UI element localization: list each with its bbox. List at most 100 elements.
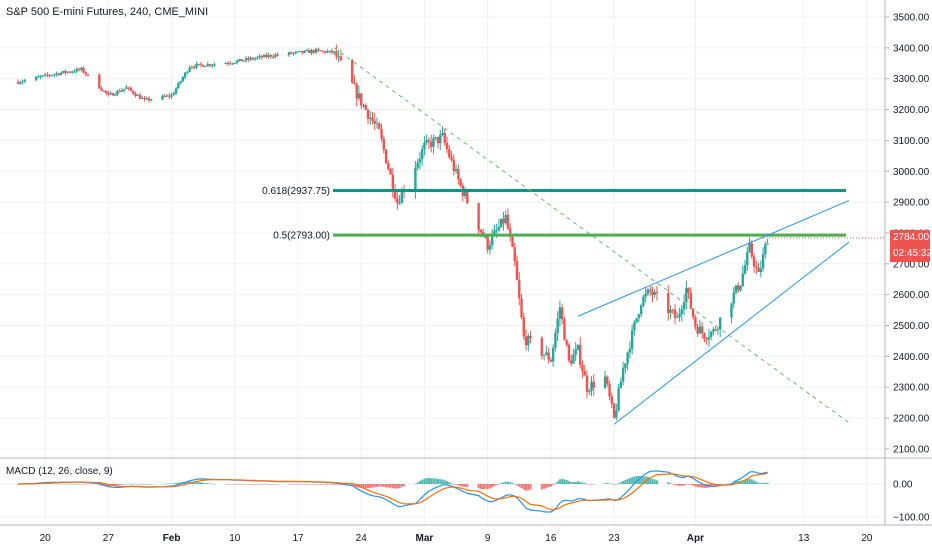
macd-histogram-bar	[502, 482, 505, 484]
candle-body	[109, 93, 112, 95]
macd-histogram-bar	[353, 484, 356, 487]
macd-histogram-bar	[163, 483, 166, 485]
candle-body	[612, 403, 616, 418]
candle-body	[479, 229, 483, 233]
macd-histogram-bar	[689, 484, 692, 485]
candle-body	[57, 73, 60, 75]
y-tick-label: 2600.00	[893, 290, 930, 301]
candle-body	[34, 76, 38, 81]
macd-histogram-bar	[376, 484, 379, 487]
candle-body	[502, 218, 505, 224]
macd-histogram-bar	[195, 481, 198, 484]
macd-histogram-bar	[579, 481, 582, 484]
candle-body	[366, 109, 370, 119]
candle-body	[396, 198, 399, 204]
macd-line	[18, 470, 768, 513]
x-tick-label: 27	[103, 533, 115, 544]
macd-histogram-bar	[734, 481, 737, 484]
macd-histogram-bar	[366, 484, 369, 489]
candle-body	[113, 94, 117, 96]
macd-histogram-bar	[249, 484, 252, 485]
candle-body	[583, 371, 586, 376]
candle-body	[757, 267, 760, 273]
candle-body	[716, 329, 720, 331]
macd-histogram-bar	[678, 484, 681, 486]
candle-body	[211, 64, 214, 66]
candle-body	[310, 50, 313, 54]
candle-body	[443, 133, 446, 143]
candle-body	[454, 169, 458, 172]
macd-histogram-bar	[301, 484, 304, 485]
macd-histogram-bar	[143, 484, 146, 485]
candle-body	[761, 254, 765, 269]
macd-histogram-bar	[136, 484, 139, 485]
candle-body	[364, 104, 367, 110]
candle-body	[549, 359, 553, 362]
candle-body	[231, 63, 234, 65]
macd-histogram-bar	[414, 483, 417, 485]
candle-body	[147, 98, 151, 101]
macd-histogram-bar	[547, 484, 550, 488]
candle-body	[52, 74, 56, 76]
candle-body	[375, 123, 379, 125]
macd-histogram-bar	[448, 482, 451, 484]
x-tick-label: Apr	[687, 533, 704, 544]
candle-body	[301, 50, 304, 53]
candle-body	[174, 88, 178, 94]
macd-histogram-bar	[193, 481, 196, 484]
candle-body	[707, 336, 711, 340]
macd-histogram-bar	[251, 484, 254, 485]
macd-histogram-bar	[73, 483, 76, 485]
macd-histogram-bar	[208, 483, 211, 484]
macd-histogram-bar	[364, 484, 367, 489]
candle-body	[527, 335, 530, 346]
candle-body	[581, 364, 584, 372]
candle-body	[59, 72, 63, 75]
signal-line	[18, 472, 768, 511]
candle-body	[739, 285, 742, 291]
macd-histogram-bar	[755, 481, 758, 484]
candle-body	[271, 56, 275, 58]
countdown-badge: 02:45:32	[890, 246, 932, 262]
macd-histogram-bar	[606, 483, 609, 484]
candle-body	[244, 58, 248, 61]
candle-body	[138, 94, 142, 99]
candle-body	[163, 95, 167, 97]
macd-histogram-bar	[394, 484, 397, 489]
candle-body	[384, 149, 388, 164]
candle-body	[213, 64, 216, 66]
macd-histogram-bar	[416, 482, 419, 484]
macd-histogram-bar	[326, 484, 329, 485]
macd-histogram-bar	[321, 484, 324, 485]
y-tick-label: 3000.00	[893, 167, 930, 178]
candle-body	[509, 228, 512, 238]
candle-body	[353, 82, 356, 85]
y-tick-label: 2900.00	[893, 198, 930, 209]
candle-body	[499, 218, 503, 227]
macd-histogram-bar	[105, 484, 108, 487]
candle-body	[206, 64, 209, 67]
candle-body	[764, 244, 767, 255]
x-tick-label: 24	[356, 533, 368, 544]
macd-histogram-bar	[75, 483, 78, 485]
macd-histogram-bar	[240, 484, 243, 485]
candle-body	[335, 51, 338, 57]
candle-body	[317, 49, 320, 51]
macd-histogram-bar	[297, 484, 300, 485]
macd-title: MACD (12, 26, close, 9)	[6, 466, 113, 477]
macd-histogram-bar	[746, 479, 749, 484]
candle-body	[82, 67, 85, 73]
macd-histogram-bar	[269, 484, 272, 485]
candle-body	[118, 90, 121, 92]
macd-histogram-bar	[581, 482, 584, 484]
macd-histogram-bar	[703, 484, 706, 488]
chart-drawings: 0.618(2937.75) 0.5(2793.00)	[262, 47, 885, 425]
macd-histogram-bar	[236, 484, 239, 485]
candle-body	[125, 87, 128, 89]
macd-histogram-bar	[698, 484, 701, 488]
macd-histogram-bar	[247, 484, 250, 485]
macd-histogram-bar	[493, 484, 496, 487]
macd-histogram-bar	[570, 482, 573, 484]
candle-body	[357, 93, 361, 99]
macd-histogram-bar	[317, 484, 320, 485]
